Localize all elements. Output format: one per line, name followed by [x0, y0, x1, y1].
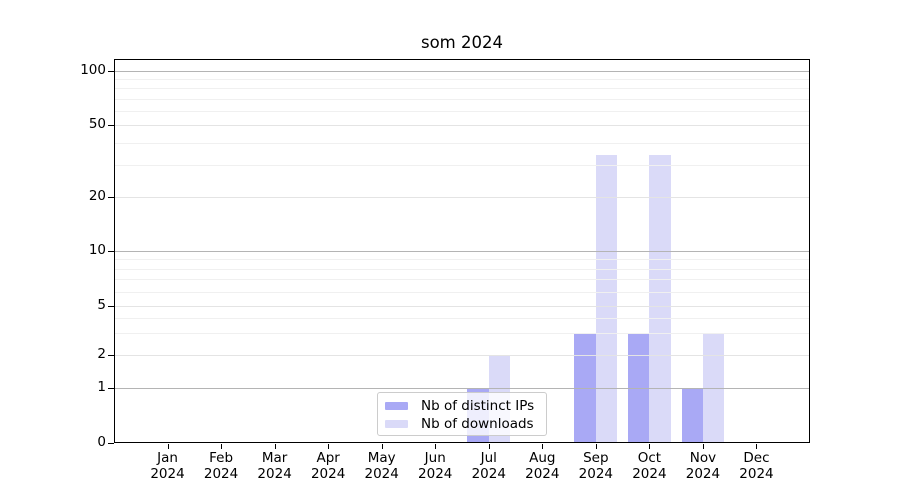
x-tick-label-jun: Jun 2024 [400, 450, 470, 482]
x-tick-oct [649, 444, 651, 449]
x-label-month: Nov [689, 450, 717, 466]
x-label-year: 2024 [739, 465, 774, 482]
x-label-month: Apr [316, 450, 340, 466]
x-label-year: 2024 [578, 465, 614, 482]
y-tick-5 [108, 306, 114, 307]
x-label-month: Aug [529, 450, 556, 466]
minor-gridline-30 [115, 165, 809, 166]
y-tick-label-0: 0 [97, 434, 106, 450]
major-gridline-20 [115, 197, 809, 198]
major-gridline-2 [115, 355, 809, 356]
y-tick-1 [108, 388, 114, 389]
y-tick-label-10: 10 [88, 242, 106, 258]
x-label-month: Mar [261, 450, 288, 466]
x-tick-mar [274, 444, 276, 449]
minor-gridline-70 [115, 99, 809, 100]
x-tick-jun [435, 444, 437, 449]
major-gridline-10 [115, 251, 809, 252]
minor-gridline-3 [115, 333, 809, 334]
x-tick-label-may: May 2024 [347, 450, 417, 482]
y-tick-label-1: 1 [97, 379, 106, 395]
x-label-month: Jun [424, 450, 446, 466]
y-tick-100 [108, 71, 114, 72]
x-tick-apr [328, 444, 330, 449]
x-label-month: Jan [157, 450, 178, 466]
x-tick-jan [167, 444, 169, 449]
y-tick-label-100: 100 [80, 62, 106, 78]
x-label-month: Jul [480, 450, 497, 466]
y-tick-label-50: 50 [88, 116, 106, 132]
legend-swatch-icon [385, 402, 408, 410]
x-label-month: Dec [743, 450, 770, 466]
x-tick-may [381, 444, 383, 449]
legend-swatch-icon [385, 420, 408, 428]
bar-downloads-oct [649, 155, 671, 443]
x-tick-feb [221, 444, 223, 449]
bar-distinct-ips-nov [681, 388, 703, 443]
x-tick-aug [542, 444, 544, 449]
y-tick-20 [108, 197, 114, 198]
x-label-year: 2024 [257, 465, 292, 482]
legend: Nb of distinct IPs Nb of downloads [377, 392, 547, 436]
x-tick-label-sep: Sep 2024 [561, 450, 631, 482]
major-gridline-5 [115, 306, 809, 307]
x-label-year: 2024 [364, 465, 399, 482]
x-tick-label-oct: Oct 2024 [614, 450, 684, 482]
minor-gridline-40 [115, 143, 809, 144]
x-tick-jul [488, 444, 490, 449]
y-tick-10 [108, 251, 114, 252]
minor-gridline-7 [115, 279, 809, 280]
x-label-year: 2024 [525, 465, 560, 482]
chart-title: som 2024 [420, 33, 503, 52]
x-tick-label-jul: Jul 2024 [454, 450, 524, 482]
minor-gridline-80 [115, 88, 809, 89]
major-gridline-50 [115, 125, 809, 126]
x-tick-sep [595, 444, 597, 449]
x-label-year: 2024 [418, 465, 453, 482]
x-tick-label-jan: Jan 2024 [133, 450, 203, 482]
x-label-year: 2024 [632, 465, 667, 482]
legend-label: Nb of distinct IPs [421, 398, 535, 414]
x-tick-label-dec: Dec 2024 [721, 450, 791, 482]
x-tick-label-nov: Nov 2024 [668, 450, 738, 482]
x-label-year: 2024 [150, 465, 185, 482]
x-label-month: May [367, 450, 396, 466]
x-label-year: 2024 [310, 465, 346, 482]
y-tick-0 [108, 443, 114, 444]
minor-gridline-90 [115, 79, 809, 80]
y-tick-label-2: 2 [97, 346, 106, 362]
y-tick-50 [108, 125, 114, 126]
bar-downloads-sep [595, 155, 618, 443]
x-label-month: Oct [637, 450, 662, 466]
x-label-month: Sep [583, 450, 609, 466]
minor-gridline-8 [115, 269, 809, 270]
minor-gridline-60 [115, 111, 809, 112]
x-tick-label-mar: Mar 2024 [240, 450, 310, 482]
major-gridline-100 [115, 71, 809, 72]
x-tick-label-apr: Apr 2024 [293, 450, 363, 482]
y-tick-label-5: 5 [97, 297, 106, 313]
x-tick-label-feb: Feb 2024 [186, 450, 256, 482]
y-tick-label-20: 20 [88, 188, 106, 204]
x-label-month: Feb [209, 450, 234, 466]
legend-item: Nb of downloads [385, 415, 539, 433]
x-tick-nov [702, 444, 704, 449]
x-label-year: 2024 [685, 465, 721, 482]
minor-gridline-4 [115, 318, 809, 319]
x-label-year: 2024 [203, 465, 239, 482]
x-label-year: 2024 [471, 465, 506, 482]
minor-gridline-9 [115, 259, 809, 260]
minor-gridline-6 [115, 292, 809, 293]
x-tick-label-aug: Aug 2024 [507, 450, 577, 482]
x-tick-dec [756, 444, 758, 449]
legend-label: Nb of downloads [421, 416, 534, 432]
legend-item: Nb of distinct IPs [385, 397, 539, 415]
major-gridline-1 [115, 388, 809, 389]
y-tick-2 [108, 355, 114, 356]
